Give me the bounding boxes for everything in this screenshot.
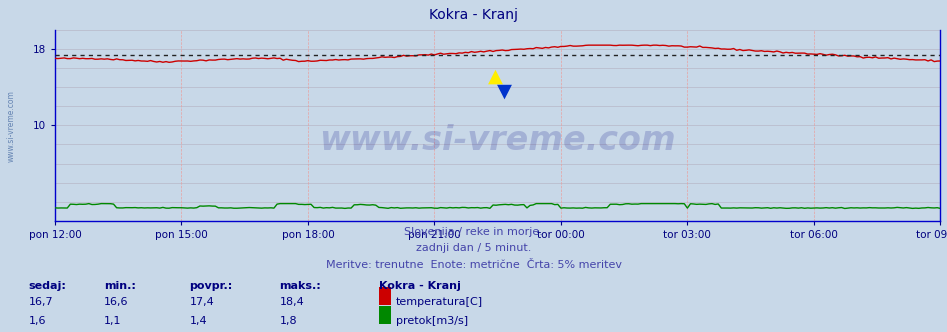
Text: www.si-vreme.com: www.si-vreme.com <box>319 124 676 157</box>
Text: povpr.:: povpr.: <box>189 281 233 290</box>
Text: 1,6: 1,6 <box>28 316 45 326</box>
Text: zadnji dan / 5 minut.: zadnji dan / 5 minut. <box>416 243 531 253</box>
Text: sedaj:: sedaj: <box>28 281 66 290</box>
Text: maks.:: maks.: <box>279 281 321 290</box>
Text: ▲: ▲ <box>489 66 504 85</box>
Text: pretok[m3/s]: pretok[m3/s] <box>396 316 468 326</box>
Text: www.si-vreme.com: www.si-vreme.com <box>7 90 16 162</box>
Text: 17,4: 17,4 <box>189 297 214 307</box>
Text: 1,4: 1,4 <box>189 316 207 326</box>
Text: Slovenija / reke in morje.: Slovenija / reke in morje. <box>404 227 543 237</box>
Text: 16,7: 16,7 <box>28 297 53 307</box>
Text: Kokra - Kranj: Kokra - Kranj <box>379 281 460 290</box>
Text: 18,4: 18,4 <box>279 297 304 307</box>
Text: min.:: min.: <box>104 281 136 290</box>
Text: 1,8: 1,8 <box>279 316 297 326</box>
Text: 1,1: 1,1 <box>104 316 121 326</box>
Text: Meritve: trenutne  Enote: metrične  Črta: 5% meritev: Meritve: trenutne Enote: metrične Črta: … <box>326 260 621 270</box>
Text: 16,6: 16,6 <box>104 297 129 307</box>
Text: Kokra - Kranj: Kokra - Kranj <box>429 8 518 22</box>
Text: temperatura[C]: temperatura[C] <box>396 297 483 307</box>
Text: ▼: ▼ <box>497 81 512 101</box>
